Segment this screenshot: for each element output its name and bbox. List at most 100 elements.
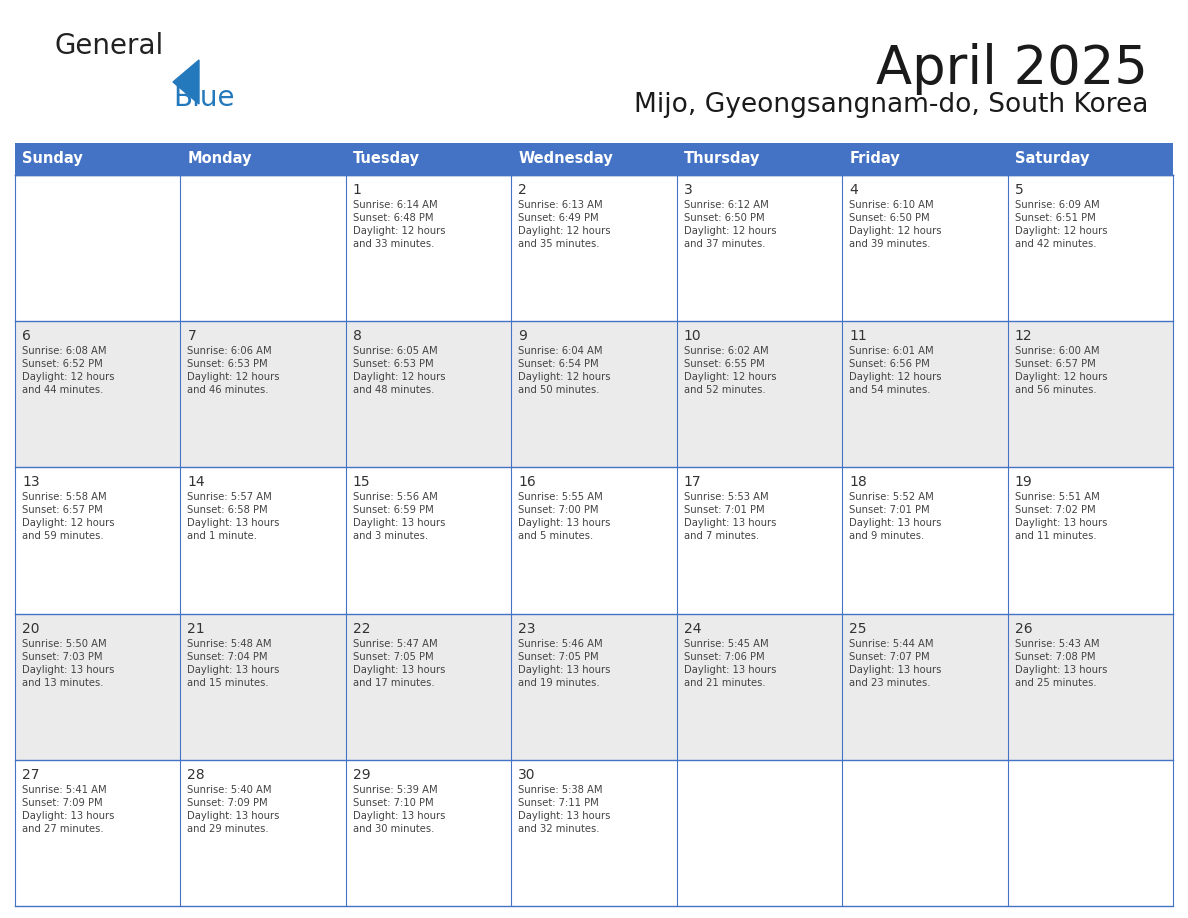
Text: Sunrise: 6:04 AM: Sunrise: 6:04 AM [518, 346, 602, 356]
Text: Thursday: Thursday [684, 151, 760, 166]
Text: Sunset: 7:02 PM: Sunset: 7:02 PM [1015, 506, 1095, 515]
Text: Daylight: 12 hours: Daylight: 12 hours [849, 372, 942, 382]
Polygon shape [173, 60, 200, 104]
Text: and 52 minutes.: and 52 minutes. [684, 386, 765, 396]
Text: Sunrise: 5:56 AM: Sunrise: 5:56 AM [353, 492, 437, 502]
Text: 18: 18 [849, 476, 867, 489]
Text: Daylight: 13 hours: Daylight: 13 hours [849, 519, 942, 529]
Text: and 27 minutes.: and 27 minutes. [23, 823, 103, 834]
Text: and 44 minutes.: and 44 minutes. [23, 386, 103, 396]
Text: Sunset: 6:58 PM: Sunset: 6:58 PM [188, 506, 268, 515]
Text: Daylight: 13 hours: Daylight: 13 hours [353, 665, 446, 675]
Text: 19: 19 [1015, 476, 1032, 489]
Text: Daylight: 12 hours: Daylight: 12 hours [1015, 372, 1107, 382]
Text: Friday: Friday [849, 151, 899, 166]
Text: 23: 23 [518, 621, 536, 635]
Text: Daylight: 13 hours: Daylight: 13 hours [353, 811, 446, 821]
Text: and 46 minutes.: and 46 minutes. [188, 386, 268, 396]
Text: Sunset: 7:05 PM: Sunset: 7:05 PM [353, 652, 434, 662]
Text: Sunrise: 5:39 AM: Sunrise: 5:39 AM [353, 785, 437, 795]
Text: Wednesday: Wednesday [518, 151, 613, 166]
Text: and 11 minutes.: and 11 minutes. [1015, 532, 1097, 542]
Text: 20: 20 [23, 621, 39, 635]
Text: and 56 minutes.: and 56 minutes. [1015, 386, 1097, 396]
Text: Mijo, Gyeongsangnam-do, South Korea: Mijo, Gyeongsangnam-do, South Korea [633, 92, 1148, 118]
Text: Daylight: 13 hours: Daylight: 13 hours [684, 519, 776, 529]
Text: Daylight: 13 hours: Daylight: 13 hours [1015, 519, 1107, 529]
Text: 28: 28 [188, 767, 206, 782]
Text: Sunrise: 6:08 AM: Sunrise: 6:08 AM [23, 346, 107, 356]
Text: Daylight: 12 hours: Daylight: 12 hours [849, 226, 942, 236]
Text: 4: 4 [849, 183, 858, 197]
Text: Sunrise: 5:55 AM: Sunrise: 5:55 AM [518, 492, 604, 502]
Text: 8: 8 [353, 330, 361, 343]
Text: Sunset: 6:49 PM: Sunset: 6:49 PM [518, 213, 599, 223]
Text: Sunrise: 5:47 AM: Sunrise: 5:47 AM [353, 639, 437, 649]
Text: Sunset: 7:09 PM: Sunset: 7:09 PM [23, 798, 102, 808]
Text: Daylight: 13 hours: Daylight: 13 hours [518, 811, 611, 821]
Text: and 59 minutes.: and 59 minutes. [23, 532, 103, 542]
Text: Sunset: 6:55 PM: Sunset: 6:55 PM [684, 359, 764, 369]
Text: Sunrise: 6:09 AM: Sunrise: 6:09 AM [1015, 200, 1099, 210]
Text: Sunset: 7:11 PM: Sunset: 7:11 PM [518, 798, 599, 808]
Text: Sunset: 7:06 PM: Sunset: 7:06 PM [684, 652, 764, 662]
Text: Sunset: 7:05 PM: Sunset: 7:05 PM [518, 652, 599, 662]
Text: Sunset: 7:09 PM: Sunset: 7:09 PM [188, 798, 268, 808]
Text: Sunrise: 6:05 AM: Sunrise: 6:05 AM [353, 346, 437, 356]
Bar [15, 321, 1173, 467]
Text: and 42 minutes.: and 42 minutes. [1015, 239, 1097, 249]
Text: Sunrise: 6:06 AM: Sunrise: 6:06 AM [188, 346, 272, 356]
Text: General: General [55, 32, 164, 60]
Text: Sunrise: 5:48 AM: Sunrise: 5:48 AM [188, 639, 272, 649]
Text: and 1 minute.: and 1 minute. [188, 532, 258, 542]
Text: Daylight: 12 hours: Daylight: 12 hours [188, 372, 280, 382]
Text: Daylight: 13 hours: Daylight: 13 hours [188, 665, 280, 675]
Text: 29: 29 [353, 767, 371, 782]
Text: Daylight: 13 hours: Daylight: 13 hours [23, 811, 114, 821]
Text: Monday: Monday [188, 151, 252, 166]
Text: and 37 minutes.: and 37 minutes. [684, 239, 765, 249]
Text: and 13 minutes.: and 13 minutes. [23, 677, 103, 688]
Text: and 7 minutes.: and 7 minutes. [684, 532, 759, 542]
Text: 1: 1 [353, 183, 361, 197]
Text: Sunset: 7:04 PM: Sunset: 7:04 PM [188, 652, 268, 662]
Text: Daylight: 12 hours: Daylight: 12 hours [518, 372, 611, 382]
Text: and 23 minutes.: and 23 minutes. [849, 677, 930, 688]
Text: April 2025: April 2025 [876, 43, 1148, 95]
Text: 17: 17 [684, 476, 701, 489]
Text: 22: 22 [353, 621, 371, 635]
Text: Sunset: 6:57 PM: Sunset: 6:57 PM [1015, 359, 1095, 369]
Text: and 54 minutes.: and 54 minutes. [849, 386, 930, 396]
Text: Sunrise: 5:43 AM: Sunrise: 5:43 AM [1015, 639, 1099, 649]
Text: and 9 minutes.: and 9 minutes. [849, 532, 924, 542]
Text: Sunrise: 6:10 AM: Sunrise: 6:10 AM [849, 200, 934, 210]
Text: Sunday: Sunday [23, 151, 83, 166]
Text: Daylight: 12 hours: Daylight: 12 hours [1015, 226, 1107, 236]
Text: Sunset: 7:07 PM: Sunset: 7:07 PM [849, 652, 930, 662]
Text: Sunset: 7:03 PM: Sunset: 7:03 PM [23, 652, 102, 662]
Text: 6: 6 [23, 330, 31, 343]
Text: and 17 minutes.: and 17 minutes. [353, 677, 435, 688]
Text: and 30 minutes.: and 30 minutes. [353, 823, 435, 834]
Text: Sunset: 6:48 PM: Sunset: 6:48 PM [353, 213, 434, 223]
Text: 30: 30 [518, 767, 536, 782]
Text: 24: 24 [684, 621, 701, 635]
Text: 25: 25 [849, 621, 866, 635]
Text: Sunrise: 5:44 AM: Sunrise: 5:44 AM [849, 639, 934, 649]
Text: Sunrise: 6:00 AM: Sunrise: 6:00 AM [1015, 346, 1099, 356]
Text: Daylight: 12 hours: Daylight: 12 hours [23, 519, 114, 529]
Text: Tuesday: Tuesday [353, 151, 419, 166]
Bar [15, 613, 1173, 760]
Text: and 15 minutes.: and 15 minutes. [188, 677, 268, 688]
Text: 11: 11 [849, 330, 867, 343]
Text: 9: 9 [518, 330, 527, 343]
Text: Sunrise: 5:46 AM: Sunrise: 5:46 AM [518, 639, 604, 649]
Text: Daylight: 12 hours: Daylight: 12 hours [353, 372, 446, 382]
Text: Daylight: 12 hours: Daylight: 12 hours [518, 226, 611, 236]
Text: Sunrise: 5:50 AM: Sunrise: 5:50 AM [23, 639, 107, 649]
Text: 21: 21 [188, 621, 206, 635]
Bar [15, 760, 1173, 906]
Text: 27: 27 [23, 767, 39, 782]
Text: Sunrise: 5:52 AM: Sunrise: 5:52 AM [849, 492, 934, 502]
Text: Sunrise: 5:40 AM: Sunrise: 5:40 AM [188, 785, 272, 795]
